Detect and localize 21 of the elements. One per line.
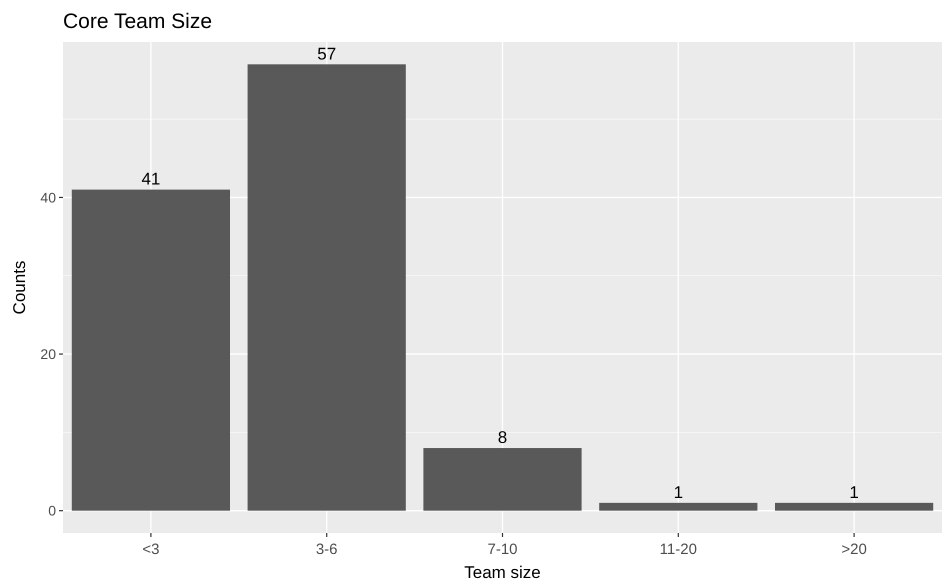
data-label: 8 (498, 428, 508, 448)
data-label: 1 (849, 482, 859, 502)
x-tick-label: 11-20 (660, 541, 697, 558)
y-tick-label: 40 (40, 189, 56, 206)
y-tick-label: 20 (40, 346, 56, 362)
bar (423, 448, 582, 511)
chart-title: Core Team Size (63, 10, 212, 33)
bar (599, 502, 758, 511)
y-tick-label: 0 (48, 502, 56, 519)
data-label: 41 (141, 170, 160, 189)
data-label: 1 (674, 482, 684, 502)
bar (72, 190, 230, 511)
x-axis-title: Team size (464, 563, 541, 582)
bar (248, 64, 406, 511)
data-label: 57 (317, 44, 336, 64)
x-tick-label: >20 (841, 541, 867, 558)
x-tick-label: <3 (142, 541, 160, 558)
x-tick-label: 3-6 (316, 541, 338, 558)
y-axis-title: Counts (10, 260, 29, 314)
bar (774, 502, 934, 511)
x-tick-label: 7-10 (487, 541, 518, 558)
